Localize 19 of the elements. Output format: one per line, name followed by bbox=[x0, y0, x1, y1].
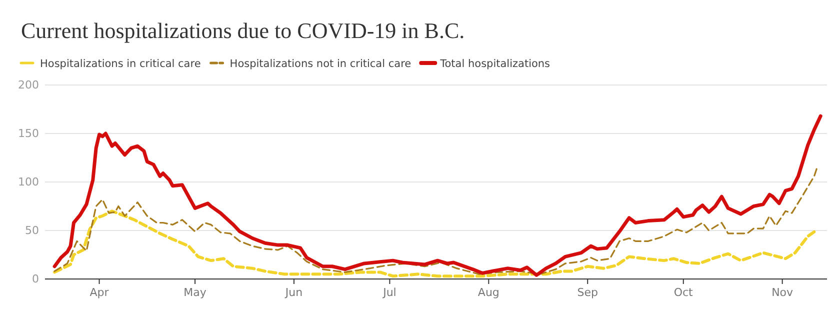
y-tick-label: 50 bbox=[25, 224, 39, 238]
x-tick-label: Aug bbox=[478, 286, 500, 299]
legend-label: Hospitalizations in critical care bbox=[40, 58, 201, 70]
x-tick-label: Apr bbox=[90, 286, 110, 299]
x-tick-label: Jun bbox=[284, 286, 303, 299]
x-tick-label: Nov bbox=[772, 286, 794, 299]
legend-label: Total hospitalizations bbox=[439, 58, 550, 70]
y-tick-label: 200 bbox=[18, 78, 39, 92]
line-series bbox=[54, 166, 818, 275]
y-tick-label: 150 bbox=[18, 127, 39, 140]
chart-title: Current hospitalizations due to COVID-19 in B.C. bbox=[21, 18, 465, 43]
line-series bbox=[52, 114, 822, 277]
x-tick-label: Sep bbox=[577, 286, 598, 299]
x-tick-label: Jul bbox=[382, 286, 396, 299]
x-tick-label: Oct bbox=[674, 286, 694, 299]
y-tick-label: 100 bbox=[18, 176, 39, 189]
x-tick-label: May bbox=[184, 286, 207, 299]
y-tick-label: 0 bbox=[32, 272, 39, 286]
legend-label: Hospitalizations not in critical care bbox=[230, 58, 412, 70]
